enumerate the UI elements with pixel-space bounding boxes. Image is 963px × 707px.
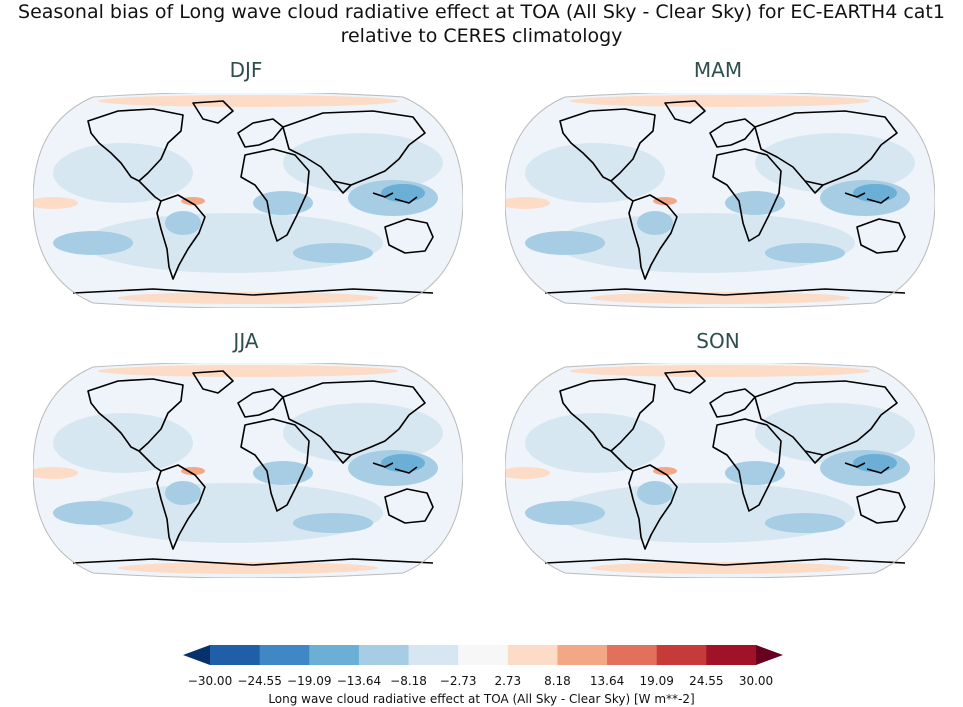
colorbar-segment (656, 645, 707, 665)
colorbar-tick-label: −30.00 (187, 674, 233, 688)
panel-title-mam: MAM (693, 58, 743, 82)
colorbar-label: Long wave cloud radiative effect at TOA … (268, 692, 695, 706)
panel-title-jja: JJA (233, 329, 259, 353)
colorbar-tick-label: 13.64 (589, 674, 625, 688)
colorbar-tick-label: 2.73 (494, 674, 522, 688)
colorbar-segment (557, 645, 608, 665)
colorbar (183, 645, 783, 665)
colorbar-segment (309, 645, 360, 665)
colorbar-tick-label: −19.09 (287, 674, 332, 688)
colorbar-tick-label: −13.64 (336, 674, 382, 688)
colorbar-tick-label: 19.09 (639, 674, 674, 688)
colorbar-tick-label: 8.18 (544, 674, 571, 688)
colorbar-tick-label: −8.18 (390, 674, 427, 688)
panel-title-djf: DJF (229, 58, 263, 82)
figure-title-line2: relative to CERES climatology (340, 25, 623, 47)
colorbar-tick-label: −24.55 (237, 674, 282, 688)
colorbar-segment (259, 645, 310, 665)
colorbar-segment (607, 645, 658, 665)
figure-title-line1: Seasonal bias of Long wave cloud radiati… (18, 1, 945, 23)
panel-title-son: SON (696, 329, 740, 353)
colorbar-segment (358, 645, 410, 665)
colorbar-tick-label: −2.73 (439, 674, 477, 688)
map-son (505, 363, 935, 578)
map-jja (33, 363, 463, 578)
colorbar-segment (458, 645, 509, 665)
colorbar-segment (706, 645, 757, 665)
colorbar-extend-min (183, 645, 210, 665)
figure-title: Seasonal bias of Long wave cloud radiati… (0, 0, 963, 48)
colorbar-segment (408, 645, 459, 665)
colorbar-segment (210, 645, 261, 665)
colorbar-tick-label: 24.55 (689, 674, 724, 688)
colorbar-extend-max (756, 645, 783, 665)
map-mam (505, 93, 935, 308)
colorbar-segment (507, 645, 558, 665)
colorbar-tick-label: 30.00 (738, 674, 774, 688)
map-djf (33, 93, 463, 308)
